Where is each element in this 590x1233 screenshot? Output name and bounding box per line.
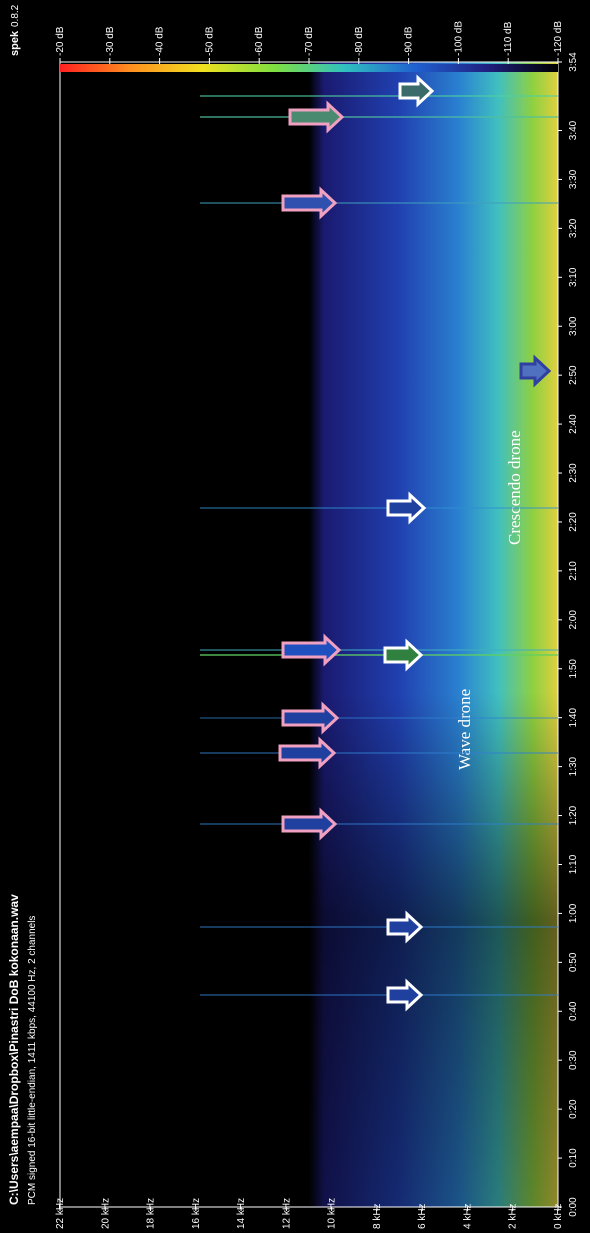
z-tick-label: -90 dB bbox=[404, 26, 415, 56]
y-tick-label: 10 kHz bbox=[327, 1198, 338, 1229]
x-tick-label: 2:30 bbox=[568, 463, 579, 483]
x-tick-label: 0:50 bbox=[568, 952, 579, 972]
annotation: Crescendo drone bbox=[505, 430, 524, 545]
y-tick-label: 16 kHz bbox=[191, 1198, 202, 1229]
z-tick-label: -60 dB bbox=[254, 26, 265, 56]
x-tick-label: 3:20 bbox=[568, 218, 579, 238]
x-tick-label: 3:40 bbox=[568, 120, 579, 140]
x-tick-label: 1:20 bbox=[568, 805, 579, 825]
app-name: spek bbox=[9, 30, 21, 56]
x-tick-label: 1:40 bbox=[568, 708, 579, 728]
x-tick-label: 1:10 bbox=[568, 854, 579, 874]
y-tick-label: 14 kHz bbox=[236, 1198, 247, 1229]
y-tick-label: 20 kHz bbox=[100, 1198, 111, 1229]
x-tick-label: 3:30 bbox=[568, 169, 579, 189]
y-tick-label: 2 kHz bbox=[508, 1203, 519, 1229]
y-tick-label: 8 kHz bbox=[372, 1203, 383, 1229]
z-tick-label: -110 dB bbox=[503, 21, 514, 56]
x-tick-label: 1:50 bbox=[568, 659, 579, 679]
z-tick-label: -40 dB bbox=[155, 26, 166, 56]
x-tick-label: 3:54 bbox=[568, 52, 579, 72]
x-tick-label: 2:10 bbox=[568, 561, 579, 581]
z-tick-label: -20 dB bbox=[55, 26, 66, 56]
x-tick-label: 2:40 bbox=[568, 414, 579, 434]
page: C:\Users\aempaa\Dropbox\Pinastri DoB kok… bbox=[0, 0, 590, 1233]
y-tick-label: 18 kHz bbox=[146, 1198, 157, 1229]
x-tick-label: 3:00 bbox=[568, 316, 579, 336]
z-tick-label: -30 dB bbox=[105, 26, 116, 56]
x-tick-label: 2:50 bbox=[568, 365, 579, 385]
x-tick-label: 2:00 bbox=[568, 610, 579, 630]
z-tick-label: -120 dB bbox=[553, 21, 564, 56]
x-tick-label: 1:00 bbox=[568, 903, 579, 923]
y-tick-label: 22 kHz bbox=[55, 1198, 66, 1229]
x-tick-label: 0:10 bbox=[568, 1148, 579, 1168]
file-info: PCM signed 16-bit little-endian, 1411 kb… bbox=[27, 916, 38, 1205]
x-tick-label: 0:20 bbox=[568, 1099, 579, 1119]
color-bar bbox=[60, 64, 558, 72]
x-tick-label: 0:40 bbox=[568, 1001, 579, 1021]
z-tick-label: -100 dB bbox=[453, 21, 464, 56]
y-tick-label: 12 kHz bbox=[281, 1198, 292, 1229]
spectrogram-view: C:\Users\aempaa\Dropbox\Pinastri DoB kok… bbox=[0, 0, 590, 1233]
z-tick-label: -70 dB bbox=[304, 26, 315, 56]
app-version: 0.8.2 bbox=[10, 4, 21, 27]
y-tick-label: 4 kHz bbox=[462, 1203, 473, 1229]
y-tick-label: 6 kHz bbox=[417, 1203, 428, 1229]
x-tick-label: 2:20 bbox=[568, 512, 579, 532]
x-tick-label: 0:30 bbox=[568, 1050, 579, 1070]
z-tick-label: -80 dB bbox=[354, 26, 365, 56]
z-tick-label: -50 dB bbox=[204, 26, 215, 56]
x-tick-label: 3:10 bbox=[568, 267, 579, 287]
x-tick-label: 1:30 bbox=[568, 756, 579, 776]
spectrogram-shade bbox=[60, 62, 558, 1207]
x-tick-label: 0:00 bbox=[568, 1197, 579, 1217]
file-title: C:\Users\aempaa\Dropbox\Pinastri DoB kok… bbox=[7, 894, 21, 1205]
annotation: Wave drone bbox=[455, 689, 474, 770]
